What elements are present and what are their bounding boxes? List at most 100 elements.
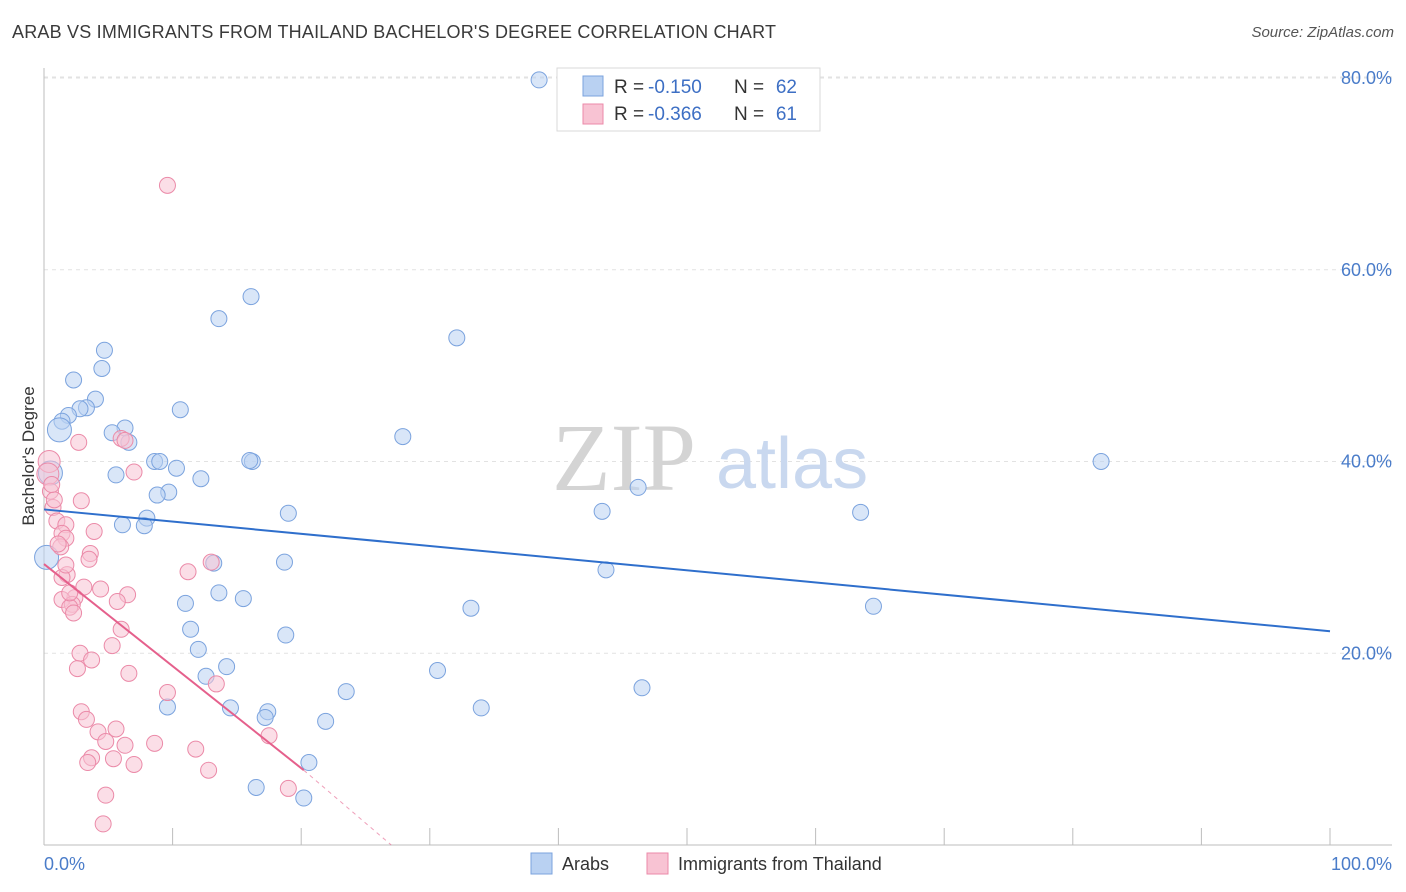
y-tick-labels: 20.0% 40.0% 60.0% 80.0% [1341,68,1392,663]
arabs-point [93,360,111,378]
y-tick-label: 60.0% [1341,260,1392,280]
thai-points [36,176,297,833]
arabs-point [151,453,169,470]
thai-point [43,476,61,494]
arabs-point [210,310,228,328]
arabs-point [241,452,259,470]
legend-swatch-arabs[interactable] [530,852,553,875]
arabs-point [158,698,176,716]
arabs-point [210,584,228,602]
arabs-point [448,329,466,347]
thai-trendline [43,563,305,772]
stats-n-value-arabs: 62 [776,77,797,98]
thai-point [187,740,205,758]
thai-point [120,664,138,682]
stats-box: R = -0.150 N = 62 R = -0.366 N = 61 [556,67,821,132]
arabs-point [46,417,72,443]
watermark-zip: ZIP [552,404,696,511]
legend-label-arabs[interactable]: Arabs [562,854,609,874]
stats-swatch-thai [582,103,604,125]
stats-n-value-thai: 61 [776,104,797,125]
thai-point [80,550,98,568]
watermark-atlas: atlas [716,424,868,504]
arabs-point [113,516,131,534]
arabs-point [192,470,210,488]
watermark: ZIP atlas [552,404,868,511]
arabs-point [65,371,83,389]
thai-point [116,736,134,754]
y-axis-label: Bachelor's Degree [19,386,38,525]
thai-point [83,651,101,669]
arabs-point [275,553,293,571]
thai-point [112,620,130,638]
thai-point [158,176,176,194]
thai-point [108,592,126,610]
stats-n-label-arabs: N = [734,77,764,98]
arabs-point [852,503,870,521]
thai-point [200,761,218,779]
thai-point [79,754,97,772]
arabs-point [295,789,313,807]
thai-point [179,563,197,581]
thai-point [107,720,125,738]
chart-title: ARAB VS IMMIGRANTS FROM THAILAND BACHELO… [12,22,777,42]
stats-swatch-arabs [582,75,604,97]
thai-point [57,556,75,574]
arabs-point [247,778,265,796]
legend-swatch-thai[interactable] [646,852,669,875]
arabs-point [864,597,882,615]
arabs-point [429,662,447,680]
thai-point [77,710,95,728]
y-tick-label: 20.0% [1341,643,1392,663]
arabs-point [167,459,185,477]
arabs-point [189,640,207,658]
arabs-point [279,504,297,522]
legend-label-thai[interactable]: Immigrants from Thailand [678,854,882,874]
stats-n-label-thai: N = [734,104,764,125]
thai-point [85,522,103,540]
grid-lines [44,76,1392,654]
arabs-point [277,626,295,644]
thai-point [104,750,122,768]
chart-source: Source: ZipAtlas.com [1251,24,1394,41]
arabs-point [256,708,274,726]
arabs-point [394,428,412,446]
thai-point [103,637,121,655]
arabs-points [34,71,1110,807]
thai-point [158,684,176,702]
thai-point [207,675,225,693]
thai-point [61,584,79,602]
x-tick-marks [43,828,1331,845]
arabs-point [597,561,615,579]
thai-point [49,535,67,553]
thai-point [92,580,110,598]
arabs-point [135,517,153,535]
thai-point [97,786,115,804]
arabs-point [300,754,318,772]
y-tick-label: 40.0% [1341,452,1392,472]
arabs-trendline [43,508,1331,633]
arabs-point [593,502,611,520]
arabs-point [242,288,260,306]
arabs-point [629,478,647,496]
stats-r-value-thai: -0.366 [648,104,702,125]
thai-point [97,732,115,750]
thai-point [65,604,83,622]
arabs-point [218,658,236,676]
arabs-point [176,594,194,612]
y-tick-label: 80.0% [1341,68,1392,88]
thai-point [279,779,297,797]
arabs-point [633,679,651,697]
arabs-point [337,683,355,701]
thai-point [146,734,164,752]
stats-r-label-thai: R = [614,104,644,125]
arabs-point [148,486,166,504]
thai-point [116,431,134,449]
arabs-point [34,544,60,570]
arabs-point [234,590,252,608]
thai-point [260,727,278,745]
thai-point [72,492,90,510]
stats-r-label-arabs: R = [614,77,644,98]
thai-trendline-extension [303,769,392,846]
